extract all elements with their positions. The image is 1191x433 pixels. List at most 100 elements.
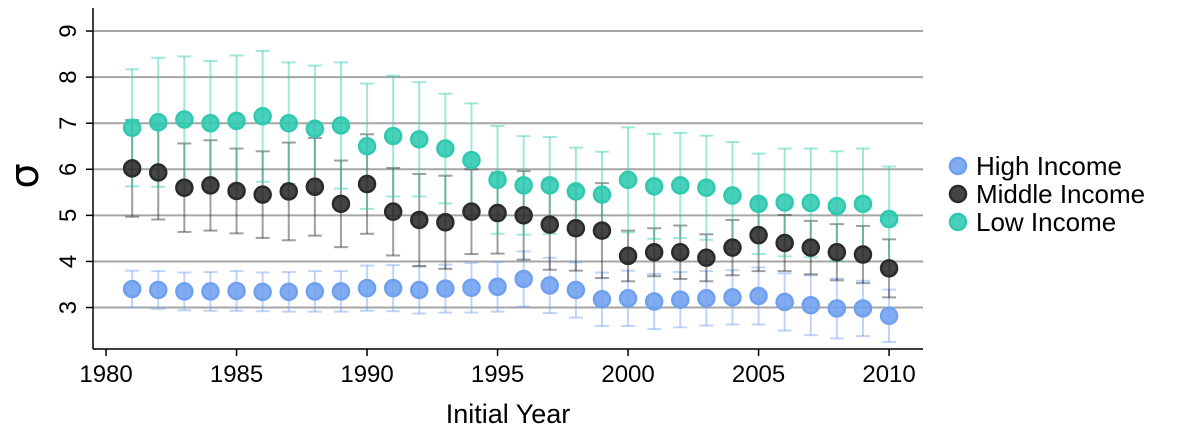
point-high-income-1982: [149, 280, 168, 300]
point-high-income-2008: [827, 299, 847, 318]
point-low-income-1997: [540, 176, 560, 195]
x-tick-label-1985: 1985: [210, 361, 263, 388]
x-tick-label-2000: 2000: [601, 361, 654, 388]
point-middle-income-1985: [227, 181, 246, 201]
point-middle-income-1984: [201, 176, 220, 195]
point-middle-income-2003: [697, 248, 716, 268]
point-high-income-2006: [775, 292, 794, 312]
point-middle-income-2000: [618, 246, 638, 266]
point-middle-income-1987: [279, 182, 299, 201]
point-high-income-1993: [436, 279, 455, 298]
point-low-income-2008: [827, 196, 847, 216]
point-high-income-1989: [331, 282, 351, 301]
point-middle-income-2002: [671, 242, 690, 262]
point-low-income-1993: [436, 139, 455, 158]
point-high-income-2003: [697, 289, 716, 308]
point-low-income-2002: [671, 176, 690, 195]
point-low-income-2003: [697, 178, 716, 197]
y-tick-label-8: 8: [55, 70, 82, 83]
point-middle-income-2008: [827, 242, 847, 262]
legend-label-low-income: Low Income: [976, 207, 1116, 237]
point-middle-income-1990: [357, 174, 377, 194]
point-middle-income-1998: [566, 219, 586, 238]
point-high-income-2004: [723, 288, 742, 307]
legend-marker-middle-income: [948, 184, 968, 204]
x-tick-label-1990: 1990: [340, 361, 393, 388]
x-tick-label-2005: 2005: [732, 361, 785, 388]
point-middle-income-2007: [801, 238, 821, 257]
y-tick-label-6: 6: [55, 163, 82, 176]
point-high-income-1998: [566, 280, 586, 300]
point-high-income-2001: [644, 292, 664, 311]
point-low-income-1985: [227, 111, 246, 131]
point-middle-income-1989: [331, 194, 351, 214]
x-axis-title: Initial Year: [446, 399, 571, 429]
point-low-income-2006: [775, 193, 794, 212]
point-low-income-1999: [592, 185, 612, 204]
point-low-income-1989: [331, 116, 351, 135]
y-tick-label-5: 5: [55, 209, 82, 222]
point-high-income-1988: [305, 282, 325, 301]
point-low-income-1990: [357, 136, 377, 156]
point-middle-income-1983: [175, 178, 194, 197]
point-low-income-1984: [201, 113, 220, 133]
point-middle-income-1997: [540, 215, 560, 234]
legend-label-middle-income: Middle Income: [976, 179, 1145, 209]
point-low-income-1983: [175, 110, 194, 129]
point-middle-income-2009: [853, 245, 873, 264]
point-middle-income-1981: [122, 159, 142, 178]
point-low-income-1981: [122, 118, 142, 138]
tick-marks: [86, 30, 890, 356]
point-low-income-1998: [566, 182, 586, 201]
y-tick-label-4: 4: [55, 255, 82, 268]
point-low-income-2005: [749, 194, 768, 214]
point-low-income-2001: [644, 177, 664, 196]
point-middle-income-1994: [462, 202, 481, 221]
x-tick-label-1980: 1980: [79, 361, 132, 388]
point-middle-income-1982: [149, 163, 168, 182]
point-middle-income-1999: [592, 221, 612, 240]
point-low-income-2007: [801, 193, 821, 213]
point-low-income-2004: [723, 186, 742, 205]
point-high-income-1983: [175, 282, 194, 301]
tick-labels: 3 4 5 6 7 8 9 1980 1985 1990 1995 2000 2005 2010: [55, 24, 916, 388]
point-high-income-2002: [671, 290, 690, 309]
point-middle-income-2001: [644, 242, 664, 262]
point-high-income-1985: [227, 281, 246, 301]
y-tick-label-3: 3: [55, 301, 82, 314]
point-low-income-2009: [853, 194, 873, 214]
x-tick-label-2010: 2010: [862, 361, 915, 388]
point-low-income-2000: [618, 170, 638, 190]
point-low-income-1994: [462, 150, 481, 170]
point-low-income-2010: [879, 209, 899, 229]
point-middle-income-1986: [253, 185, 272, 204]
data-points: [122, 107, 899, 326]
point-high-income-2009: [853, 299, 873, 318]
point-low-income-1982: [149, 113, 168, 132]
legend-marker-low-income: [948, 212, 968, 232]
y-axis-title: σ: [2, 163, 48, 188]
point-low-income-1991: [383, 126, 403, 146]
point-high-income-1986: [253, 282, 272, 302]
point-high-income-1992: [410, 280, 429, 300]
point-middle-income-2006: [775, 233, 794, 253]
point-middle-income-2010: [879, 259, 899, 278]
point-middle-income-1992: [410, 210, 429, 230]
x-tick-label-1995: 1995: [471, 361, 524, 388]
legend-marker-high-income: [948, 156, 968, 176]
point-high-income-1984: [201, 282, 220, 301]
point-high-income-1996: [514, 269, 533, 289]
point-low-income-1995: [488, 170, 507, 190]
point-low-income-1996: [514, 176, 533, 195]
point-high-income-1981: [122, 279, 142, 299]
point-high-income-2005: [749, 286, 768, 306]
y-tick-label-7: 7: [55, 117, 82, 130]
point-middle-income-2005: [749, 225, 768, 245]
y-tick-label-9: 9: [55, 24, 82, 37]
point-low-income-1992: [410, 130, 429, 149]
point-high-income-2010: [879, 306, 899, 326]
point-high-income-2007: [801, 295, 821, 315]
point-middle-income-1996: [514, 206, 533, 225]
